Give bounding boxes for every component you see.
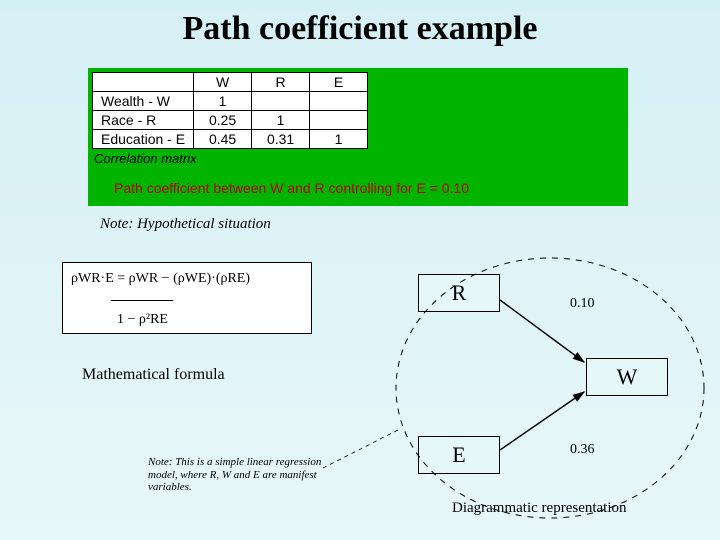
formula-box: ρWR·E = ρWR − (ρWE)·(ρRE) 1 − ρ²RE xyxy=(62,262,312,334)
correlation-table: W R E Wealth - W 1 Race - R 0.25 1 Educa… xyxy=(92,72,368,149)
cell: 1 xyxy=(310,130,368,149)
note-regression: Note: This is a simple linear regression… xyxy=(148,456,328,494)
table-row: Wealth - W 1 xyxy=(93,92,368,111)
cell: 0.45 xyxy=(194,130,252,149)
hdr-e: E xyxy=(310,73,368,92)
row-label: Education - E xyxy=(93,130,194,149)
row-label: Race - R xyxy=(93,111,194,130)
hdr-r: R xyxy=(252,73,310,92)
table-row: W R E xyxy=(93,73,368,92)
path-coefficient-text: Path coefficient between W and R control… xyxy=(114,180,628,196)
node-e: E xyxy=(418,436,500,474)
coef-ew: 0.36 xyxy=(570,442,595,458)
page-title: Path coefficient example xyxy=(0,0,720,48)
fraction-line xyxy=(111,300,173,301)
table-caption: Correlation matrix xyxy=(94,151,628,166)
hdr-w: W xyxy=(194,73,252,92)
math-formula-label: Mathematical formula xyxy=(82,366,225,384)
correlation-panel: W R E Wealth - W 1 Race - R 0.25 1 Educa… xyxy=(88,68,628,206)
cell xyxy=(252,92,310,111)
hdr-blank xyxy=(93,73,194,92)
cell xyxy=(310,111,368,130)
table-row: Education - E 0.45 0.31 1 xyxy=(93,130,368,149)
coef-rw: 0.10 xyxy=(570,296,595,312)
cell xyxy=(310,92,368,111)
cell: 0.31 xyxy=(252,130,310,149)
diagram-label: Diagrammatic representation xyxy=(452,500,627,517)
cell: 0.25 xyxy=(194,111,252,130)
cell: 1 xyxy=(194,92,252,111)
row-label: Wealth - W xyxy=(93,92,194,111)
formula-numerator: ρWR·E = ρWR − (ρWE)·(ρRE) xyxy=(71,269,303,289)
cell: 1 xyxy=(252,111,310,130)
table-row: Race - R 0.25 1 xyxy=(93,111,368,130)
note-hypothetical: Note: Hypothetical situation xyxy=(100,216,271,233)
formula-denominator: 1 − ρ²RE xyxy=(117,310,303,330)
node-w: W xyxy=(586,358,668,396)
node-r: R xyxy=(418,274,500,312)
